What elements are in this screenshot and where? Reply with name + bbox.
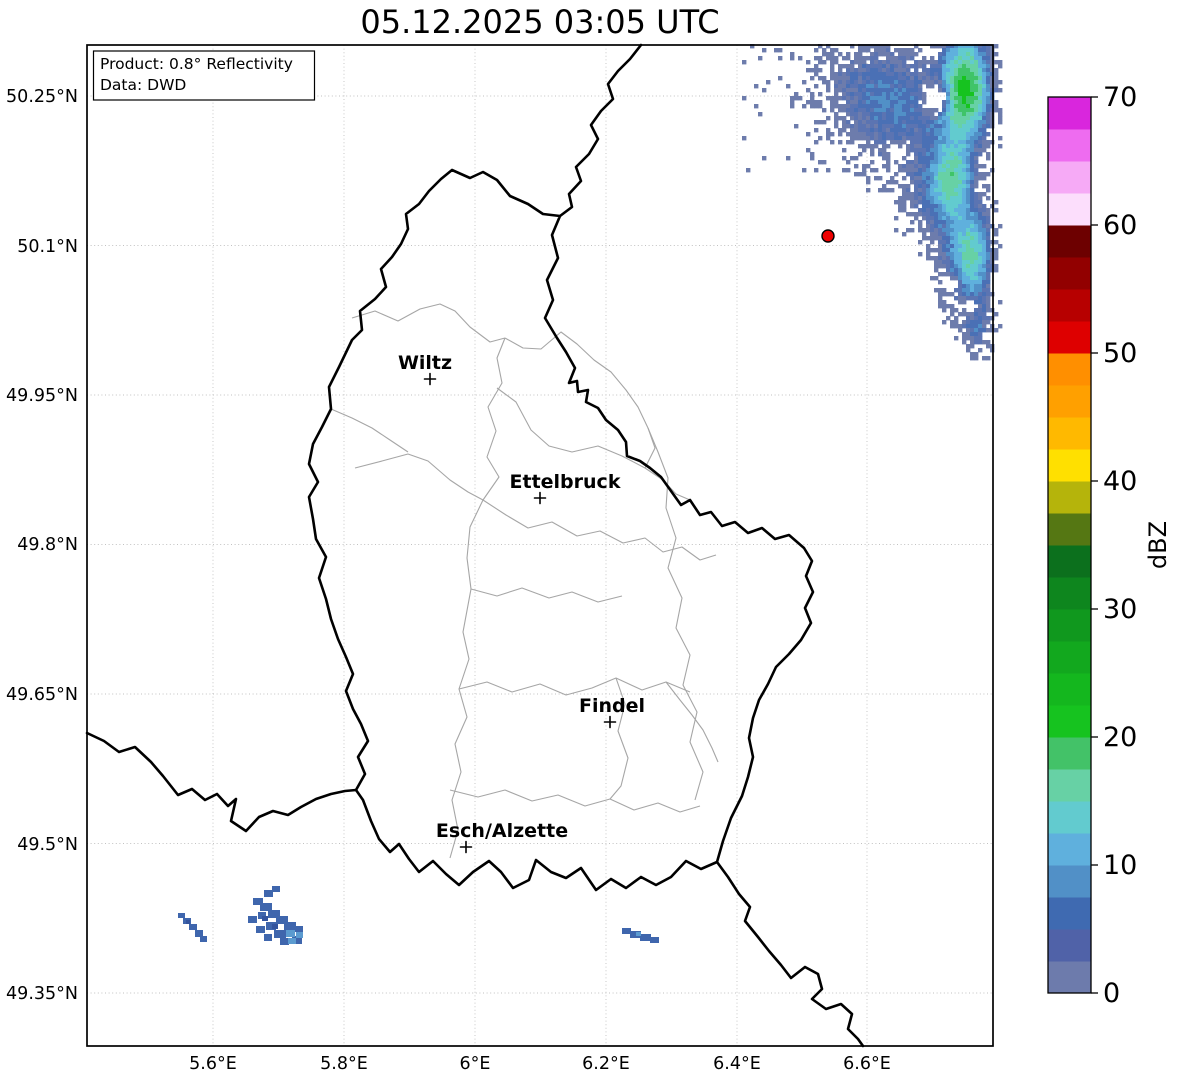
city-marker-esch-alzette — [459, 840, 473, 854]
colorbar-frame — [1047, 96, 1092, 994]
lon-tick-label: 5.6°E — [189, 1054, 237, 1074]
city-annotations: Wiltz Ettelbruck Findel Esch/Alzette — [398, 352, 645, 854]
lon-tick-label: 6.6°E — [843, 1054, 891, 1074]
colorbar-tick-labels: 0 10 20 30 40 50 60 70 — [1103, 82, 1137, 1009]
city-label-wiltz: Wiltz — [398, 352, 452, 374]
colorbar-tickmarks — [1091, 96, 1098, 994]
data-source-line: Data: DWD — [100, 76, 186, 94]
city-label-ettelbruck: Ettelbruck — [510, 471, 621, 493]
graticule-gridlines — [87, 45, 993, 1046]
city-marker-findel — [603, 715, 617, 729]
figure-title: 05.12.2025 03:05 UTC — [360, 3, 719, 41]
city-marker-ettelbruck — [533, 491, 547, 505]
city-label-findel: Findel — [579, 695, 645, 717]
city-marker-wiltz — [423, 372, 437, 386]
colorbar-tick: 50 — [1103, 338, 1137, 369]
lon-tick-label: 6.2°E — [582, 1054, 630, 1074]
radar-site-marker — [821, 229, 835, 243]
radar-echo-layer — [742, 44, 1003, 361]
lat-axis-labels: 50.25°N 50.1°N 49.95°N 49.8°N 49.65°N 49… — [6, 87, 78, 1004]
lat-tick-label: 49.35°N — [6, 984, 78, 1004]
city-label-esch-alzette: Esch/Alzette — [436, 820, 568, 842]
colorbar-tick: 30 — [1103, 594, 1137, 625]
small-radar-echoes — [178, 886, 659, 945]
colorbar: 0 10 20 30 40 50 60 70 dBZ — [1047, 82, 1172, 1009]
luxembourg-border — [307, 168, 815, 892]
belgium-france-border — [85, 731, 358, 833]
colorbar-tick: 20 — [1103, 722, 1137, 753]
colorbar-tick: 60 — [1103, 210, 1137, 241]
lon-tick-label: 6°E — [460, 1054, 491, 1074]
country-borders — [85, 43, 865, 1048]
lat-tick-label: 50.25°N — [6, 87, 78, 107]
france-germany-border — [715, 860, 865, 1048]
lat-tick-label: 50.1°N — [17, 237, 78, 257]
colorbar-tick: 40 — [1103, 466, 1137, 497]
lat-tick-label: 49.5°N — [17, 835, 78, 855]
colorbar-segments — [1048, 97, 1091, 994]
belgium-germany-border — [558, 43, 643, 218]
lat-tick-label: 49.65°N — [6, 685, 78, 705]
colorbar-tick: 10 — [1103, 850, 1137, 881]
product-line: Product: 0.8° Reflectivity — [100, 55, 293, 73]
lat-tick-label: 49.95°N — [6, 386, 78, 406]
colorbar-tick: 70 — [1103, 82, 1137, 113]
map-frame — [86, 44, 994, 1047]
colorbar-tick: 0 — [1103, 978, 1120, 1009]
lon-tick-label: 5.8°E — [320, 1054, 368, 1074]
colorbar-unit-label: dBZ — [1144, 521, 1172, 569]
district-borders — [330, 303, 719, 859]
product-info-box: Product: 0.8° Reflectivity Data: DWD — [92, 50, 316, 101]
lat-tick-label: 49.8°N — [17, 535, 78, 555]
lon-tick-label: 6.4°E — [713, 1054, 761, 1074]
lon-axis-labels: 5.6°E 5.8°E 6°E 6.2°E 6.4°E 6.6°E — [189, 1054, 891, 1074]
